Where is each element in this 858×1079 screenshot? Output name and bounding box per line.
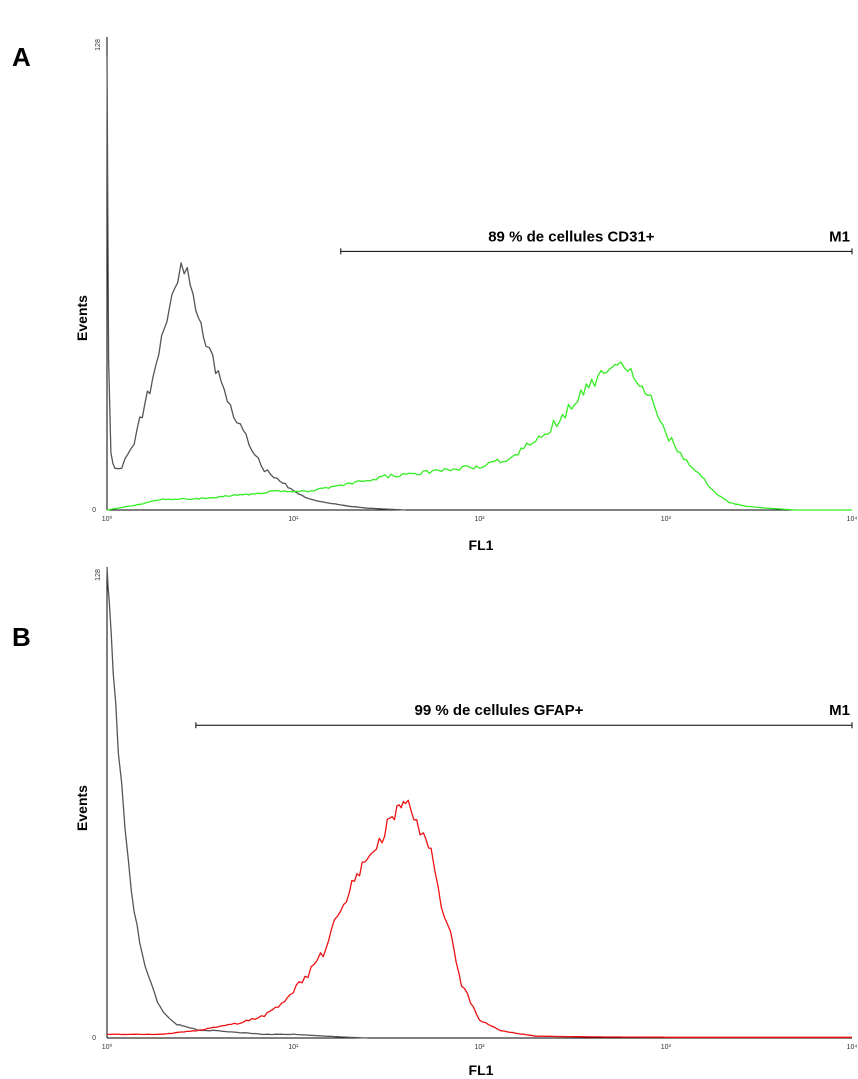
y-tick-top-b: 128 bbox=[95, 569, 102, 581]
m1-label-b: M1 bbox=[829, 702, 850, 719]
histogram-panel-b: B Events FL1 128 0 10⁰ 10¹ 10² 10³ 10⁴ 99 % … bbox=[12, 567, 857, 1078]
histogram-series-a-2 bbox=[106, 361, 852, 511]
x-tick-label-b-3: 10³ bbox=[661, 1044, 672, 1051]
x-tick-label-a-1: 10¹ bbox=[288, 516, 299, 523]
x-tick-label-a-4: 10⁴ bbox=[847, 516, 858, 523]
x-ticks-a: 10⁰ 10¹ 10² 10³ 10⁴ bbox=[102, 515, 858, 523]
x-tick-label-b-4: 10⁴ bbox=[847, 1044, 858, 1051]
panel-label-b: B bbox=[12, 622, 31, 652]
panel-label-a: A bbox=[12, 42, 31, 72]
x-tick-label-b-2: 10² bbox=[474, 1044, 485, 1051]
histogram-series-b-2 bbox=[106, 799, 852, 1038]
y-tick-zero-a: 0 bbox=[92, 507, 96, 514]
y-axis-label-a: Events bbox=[74, 295, 90, 341]
x-tick-label-b-0: 10⁰ bbox=[102, 1043, 113, 1051]
y-tick-zero-b: 0 bbox=[92, 1035, 96, 1042]
percent-positive-label-b: 99 % de cellules GFAP+ bbox=[415, 702, 584, 719]
y-tick-top-a: 128 bbox=[95, 39, 102, 51]
m1-gate-b: 99 % de cellules GFAP+ M1 bbox=[195, 702, 853, 729]
series-layer-b bbox=[106, 567, 852, 1039]
x-tick-label-a-3: 10³ bbox=[661, 516, 672, 523]
percent-positive-label-a: 89 % de cellules CD31+ bbox=[488, 228, 655, 245]
x-axis-label-a: FL1 bbox=[469, 537, 494, 553]
y-axis-label-b: Events bbox=[74, 785, 90, 831]
histogram-panel-a: A Events FL1 128 0 10⁰ 10¹ 10² 10³ 10⁴ 89 % … bbox=[12, 37, 857, 553]
histogram-series-b-1 bbox=[106, 567, 368, 1039]
series-layer-a bbox=[106, 55, 852, 511]
m1-label-a: M1 bbox=[829, 228, 850, 245]
m1-gate-a: 89 % de cellules CD31+ M1 bbox=[340, 228, 853, 255]
histogram-series-a-1 bbox=[106, 55, 406, 511]
x-tick-label-a-2: 10² bbox=[474, 516, 485, 523]
x-axis-label-b: FL1 bbox=[469, 1062, 494, 1078]
x-tick-label-b-1: 10¹ bbox=[288, 1044, 299, 1051]
x-ticks-b: 10⁰ 10¹ 10² 10³ 10⁴ bbox=[102, 1043, 858, 1051]
x-tick-label-a-0: 10⁰ bbox=[102, 515, 113, 523]
